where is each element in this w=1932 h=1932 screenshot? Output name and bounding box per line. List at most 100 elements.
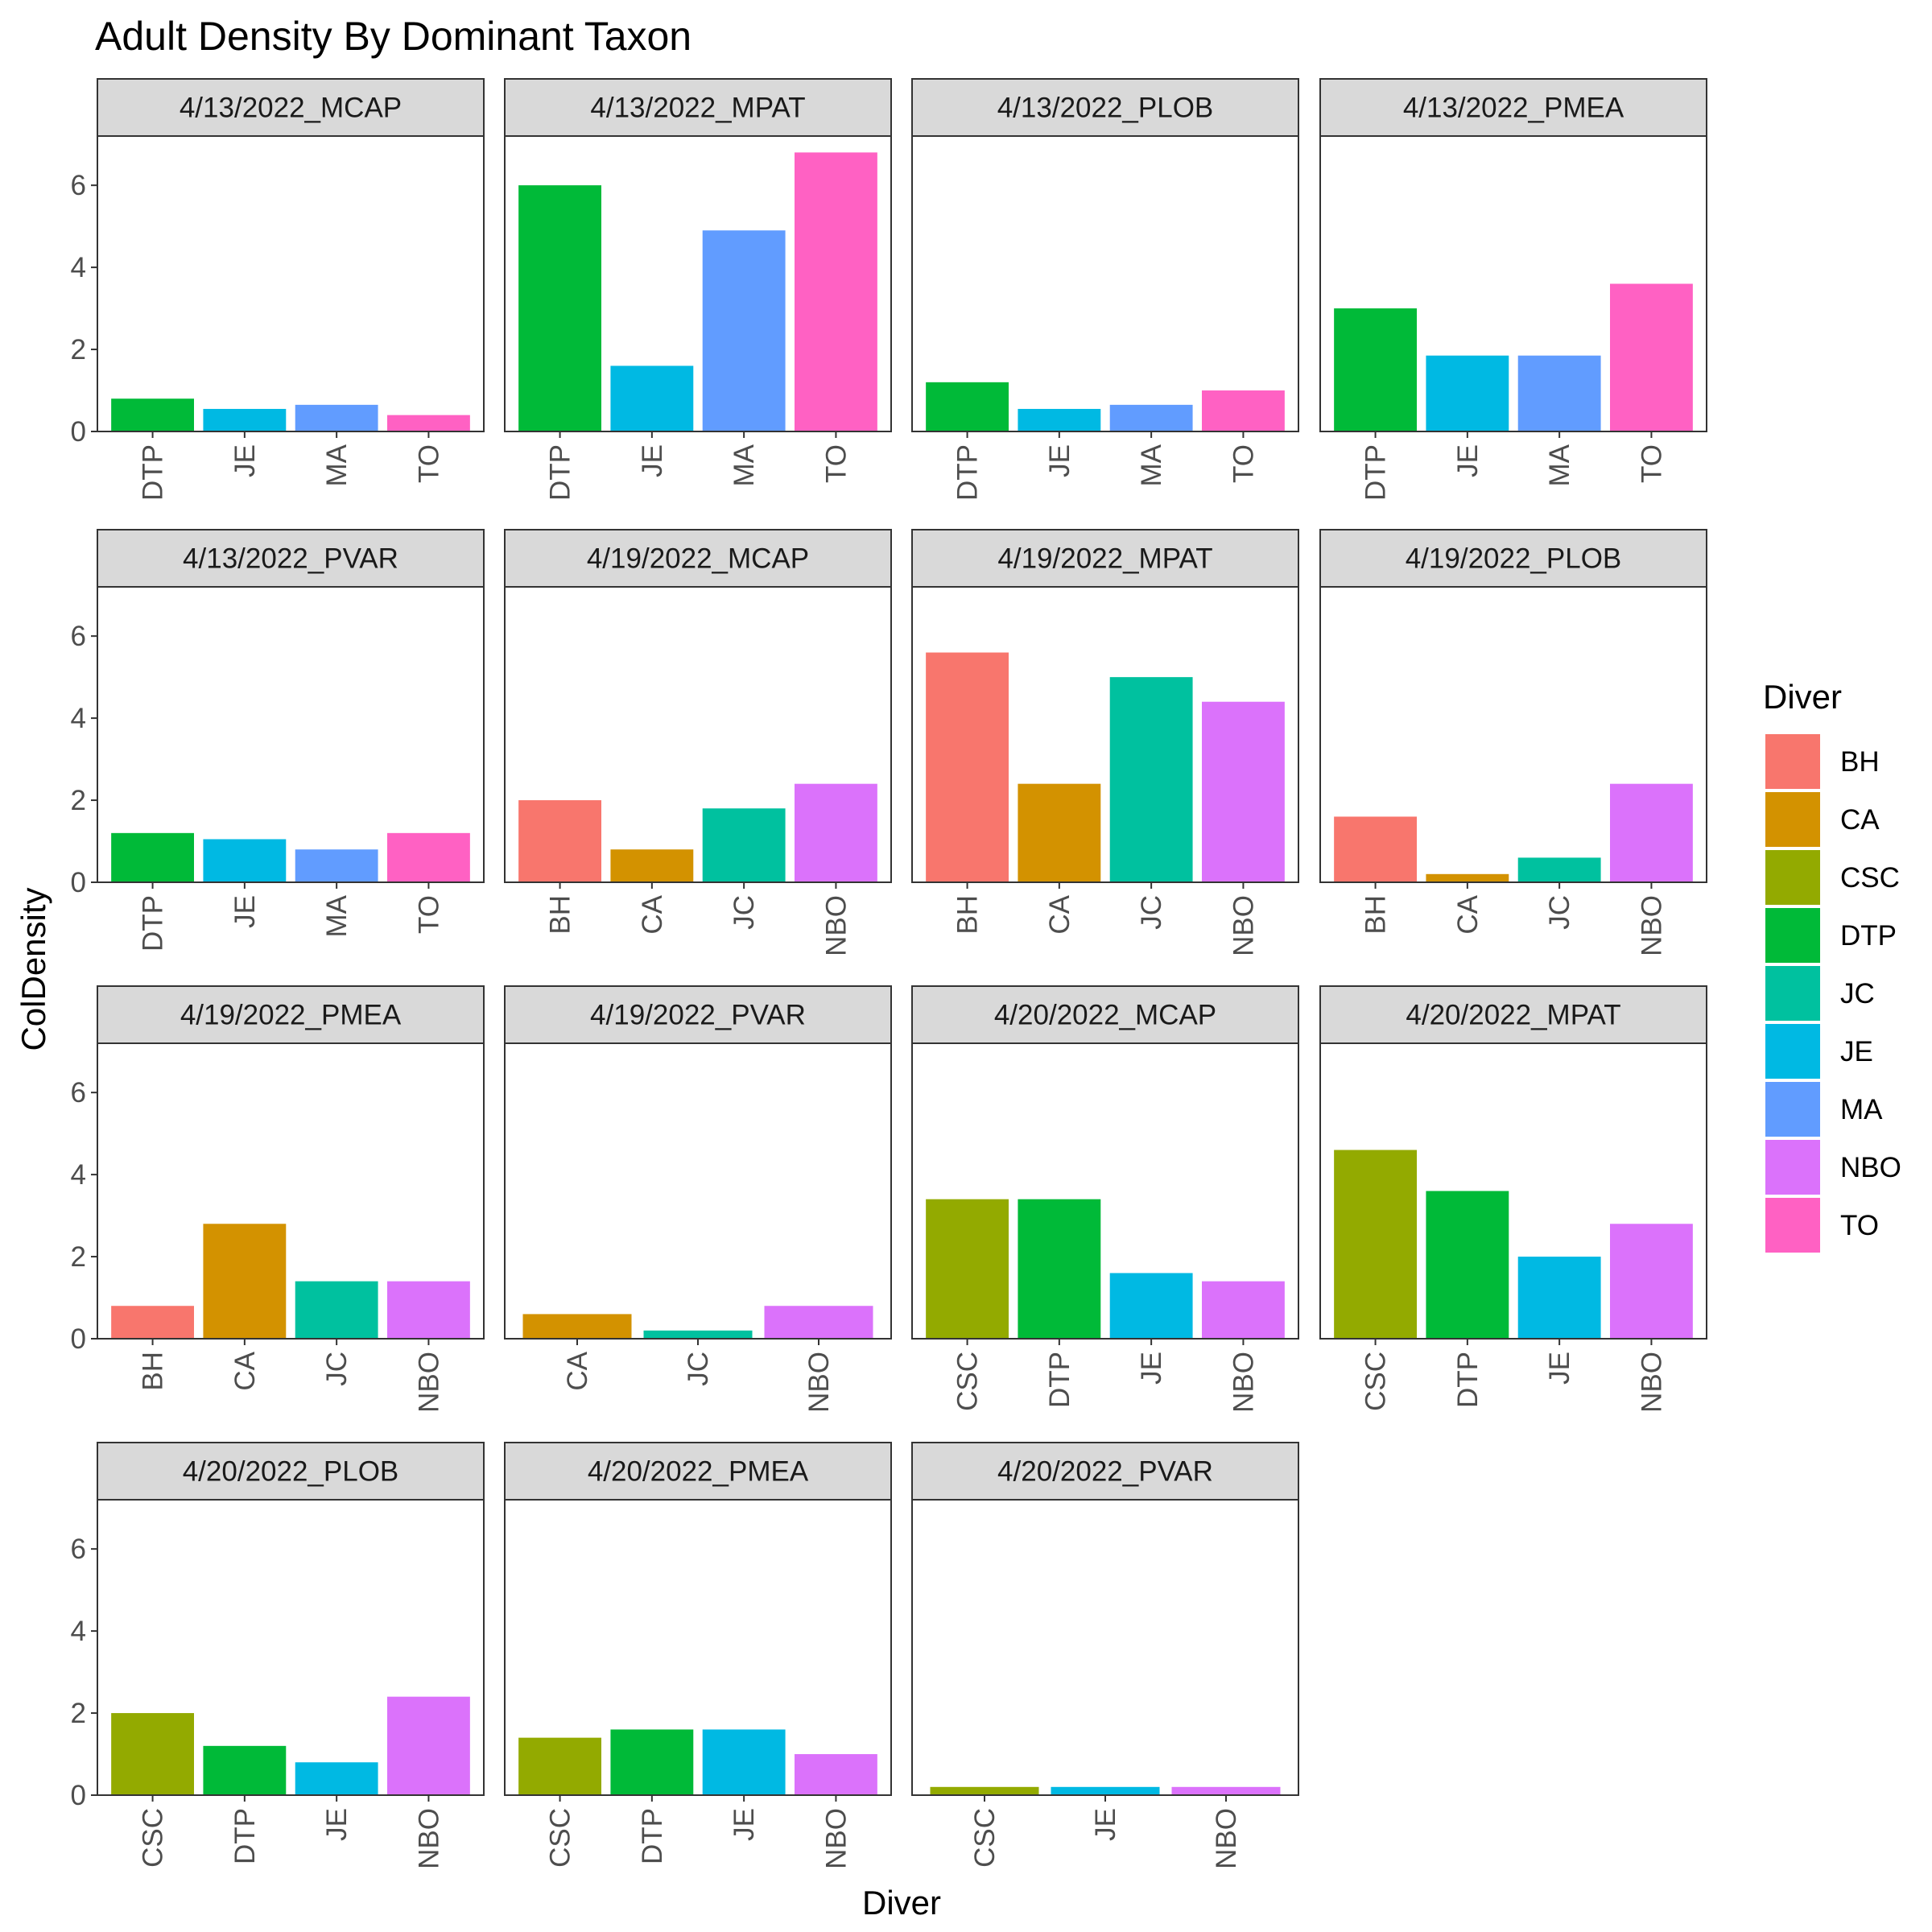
- facet-panel-4-20-2022-pvar: 4/20/2022_PVAR CSC JE NBO: [911, 1442, 1299, 1869]
- bar-4-20-2022-plob-je: [295, 1762, 378, 1795]
- legend-label-je: JE: [1840, 1036, 1873, 1067]
- x-tick-label: DTP: [1360, 444, 1392, 501]
- bar-4-20-2022-mcap-nbo: [1202, 1281, 1285, 1339]
- facet-strip: [97, 1442, 485, 1501]
- x-tick-label: JE: [1090, 1808, 1121, 1841]
- y-tick-label: 4: [71, 252, 86, 283]
- bar-4-20-2022-mcap-je: [1109, 1273, 1193, 1339]
- panel-border: [911, 1042, 1299, 1340]
- facet-strip-label: 4/20/2022_PMEA: [588, 1456, 809, 1488]
- x-tick-label: TO: [1636, 444, 1667, 483]
- bar-4-20-2022-pmea-csc: [518, 1737, 601, 1795]
- bar-4-19-2022-mcap-jc: [702, 808, 786, 882]
- facet-panel-4-20-2022-mpat: 4/20/2022_MPAT CSC DTP JE NBO: [1319, 985, 1707, 1413]
- facet-panel-4-19-2022-pmea: 4/19/2022_PMEA BH CA JC NBO 0 2 4 6: [71, 985, 485, 1413]
- bar-4-13-2022-pvar-je: [203, 839, 287, 882]
- y-tick-label: 6: [71, 1534, 86, 1565]
- x-tick-label: TO: [820, 444, 852, 483]
- x-tick-label: NBO: [1636, 1352, 1667, 1413]
- facet-strip-label: 4/19/2022_PVAR: [590, 1000, 806, 1031]
- x-tick-label: CA: [1044, 894, 1075, 934]
- facet-strip-label: 4/20/2022_PVAR: [997, 1456, 1213, 1488]
- bar-4-13-2022-pvar-to: [387, 832, 470, 882]
- legend-key-bh: [1765, 734, 1820, 789]
- facet-panel-4-20-2022-pmea: 4/20/2022_PMEA CSC DTP JE NBO: [504, 1442, 892, 1869]
- x-tick-label: NBO: [820, 895, 852, 956]
- x-tick-label: NBO: [803, 1352, 835, 1413]
- x-tick-label: DTP: [138, 895, 169, 952]
- legend-key-ma: [1765, 1082, 1820, 1137]
- panel-border: [504, 1499, 892, 1796]
- bar-4-13-2022-mpat-ma: [702, 230, 786, 431]
- bar-4-19-2022-mpat-jc: [1109, 677, 1193, 882]
- facet-panel-4-13-2022-pvar: 4/13/2022_PVAR DTP JE MA TO 0 2 4 6: [71, 529, 485, 952]
- facet-panel-4-13-2022-pmea: 4/13/2022_PMEA DTP JE MA TO: [1319, 78, 1707, 501]
- y-axis-title: ColDensity: [14, 887, 52, 1051]
- y-tick-label: 0: [71, 1780, 86, 1811]
- x-tick-label: JC: [321, 1352, 353, 1386]
- x-tick-label: CSC: [545, 1808, 576, 1868]
- legend-label-ca: CA: [1840, 804, 1880, 836]
- bar-4-13-2022-pmea-je: [1426, 355, 1509, 431]
- facet-panel-4-13-2022-mcap: 4/13/2022_MCAP DTP JE MA TO 0 2 4 6: [71, 78, 485, 501]
- y-tick-label: 6: [71, 1077, 86, 1108]
- facet-strip: [911, 529, 1299, 588]
- x-tick-label: CA: [637, 894, 668, 934]
- bar-4-13-2022-plob-je: [1018, 408, 1101, 431]
- bar-4-20-2022-pmea-dtp: [610, 1729, 694, 1795]
- bar-4-20-2022-pvar-csc: [930, 1786, 1039, 1795]
- facet-strip: [97, 78, 485, 137]
- bar-4-20-2022-pmea-je: [702, 1729, 786, 1795]
- bar-4-20-2022-pvar-je: [1051, 1786, 1160, 1795]
- panel-border: [97, 586, 485, 883]
- facet-strip-label: 4/20/2022_MCAP: [994, 1000, 1216, 1031]
- chart-title: Adult Density By Dominant Taxon: [95, 14, 691, 59]
- x-tick-label: JE: [229, 895, 261, 928]
- x-tick-label: JE: [1136, 1352, 1167, 1385]
- bar-4-19-2022-pmea-jc: [295, 1281, 378, 1339]
- bar-4-13-2022-mpat-dtp: [518, 185, 601, 431]
- legend-label-nbo: NBO: [1840, 1152, 1901, 1183]
- facet-panel-4-19-2022-mcap: 4/19/2022_MCAP BH CA JC NBO: [504, 529, 892, 956]
- x-tick-label: DTP: [952, 444, 984, 501]
- legend-label-ma: MA: [1840, 1094, 1883, 1125]
- bar-4-13-2022-mcap-to: [387, 415, 470, 431]
- facet-strip-label: 4/13/2022_PMEA: [1403, 93, 1624, 124]
- facet-strip-label: 4/13/2022_PVAR: [183, 543, 398, 575]
- x-tick-label: JE: [1544, 1352, 1575, 1385]
- bar-4-13-2022-pmea-ma: [1517, 355, 1601, 431]
- facet-strip: [1319, 529, 1707, 588]
- facet-panels: 4/13/2022_MCAP DTP JE MA TO 0 2 4 6 4/13/2022_MPA…: [71, 78, 1707, 1869]
- legend-key-dtp: [1765, 908, 1820, 963]
- y-tick-label: 2: [71, 1241, 86, 1273]
- y-tick-label: 6: [71, 170, 86, 201]
- facet-strip-label: 4/20/2022_PLOB: [183, 1456, 399, 1488]
- bar-4-20-2022-mpat-nbo: [1610, 1224, 1693, 1339]
- facet-panel-4-13-2022-mpat: 4/13/2022_MPAT DTP JE MA TO: [504, 78, 892, 501]
- x-tick-label: JE: [637, 444, 668, 477]
- bar-4-19-2022-pvar-nbo: [764, 1306, 873, 1339]
- panel-background: [505, 1043, 891, 1339]
- y-tick-label: 0: [71, 1323, 86, 1355]
- x-tick-label: DTP: [637, 1808, 668, 1864]
- x-tick-label: NBO: [413, 1352, 444, 1413]
- y-tick-label: 2: [71, 785, 86, 816]
- x-tick-label: BH: [952, 895, 984, 935]
- bar-4-20-2022-mpat-je: [1517, 1257, 1601, 1339]
- facet-strip-label: 4/13/2022_PLOB: [997, 93, 1214, 124]
- bar-4-13-2022-mcap-ma: [295, 404, 378, 431]
- facet-strip: [911, 1442, 1299, 1501]
- y-tick-label: 0: [71, 867, 86, 898]
- panel-border: [504, 586, 892, 883]
- facet-strip: [97, 985, 485, 1044]
- facet-panel-4-20-2022-mcap: 4/20/2022_MCAP CSC DTP JE NBO: [911, 985, 1299, 1413]
- bar-4-13-2022-pmea-dtp: [1334, 308, 1417, 431]
- bar-4-20-2022-mpat-csc: [1334, 1150, 1417, 1339]
- legend-key-jc: [1765, 966, 1820, 1021]
- bar-4-20-2022-plob-dtp: [203, 1745, 287, 1795]
- legend-key-je: [1765, 1024, 1820, 1079]
- y-tick-label: 4: [71, 1159, 86, 1191]
- x-tick-label: JC: [1544, 895, 1575, 930]
- bar-4-13-2022-plob-dtp: [926, 382, 1009, 431]
- x-tick-label: CA: [1452, 894, 1484, 934]
